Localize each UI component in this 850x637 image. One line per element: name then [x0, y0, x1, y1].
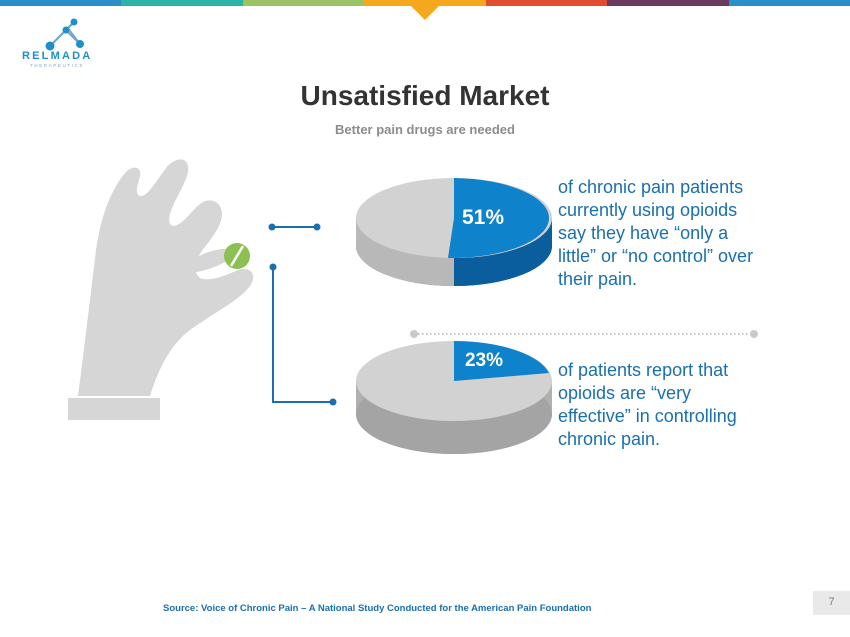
- color-segment: [0, 0, 122, 6]
- color-segment: [485, 0, 608, 6]
- brand-name: RELMADA: [22, 50, 93, 62]
- pill-icon: [224, 243, 250, 269]
- page-title: Unsatisfied Market: [300, 80, 550, 111]
- top-color-bar: [0, 0, 850, 6]
- pie-chart-51: 51%: [356, 178, 552, 286]
- stat-value-51: 51%: [462, 206, 504, 229]
- molecule-logo-icon: [45, 18, 84, 51]
- stat-description-23: of patients report that opioids are “ver…: [558, 360, 737, 449]
- page-subtitle: Better pain drugs are needed: [335, 122, 515, 137]
- section-marker-notch: [411, 6, 439, 20]
- page-number: 7: [813, 591, 850, 615]
- color-segment: [728, 0, 850, 6]
- stat-value-23: 23%: [465, 350, 503, 371]
- color-segment: [607, 0, 729, 6]
- brand-tagline: THERAPEUTICS: [30, 63, 84, 68]
- color-segment: [364, 0, 486, 6]
- color-segment: [121, 0, 243, 6]
- hand-holding-pill-icon: [68, 159, 254, 420]
- source-citation: Source: Voice of Chronic Pain – A Nation…: [163, 603, 592, 614]
- connector-lines: [268, 223, 337, 406]
- pie-chart-23: 23%: [356, 341, 552, 454]
- stat-description-51: of chronic pain patients currently using…: [558, 177, 754, 289]
- divider-dotted: [410, 330, 758, 338]
- color-segment: [242, 0, 365, 6]
